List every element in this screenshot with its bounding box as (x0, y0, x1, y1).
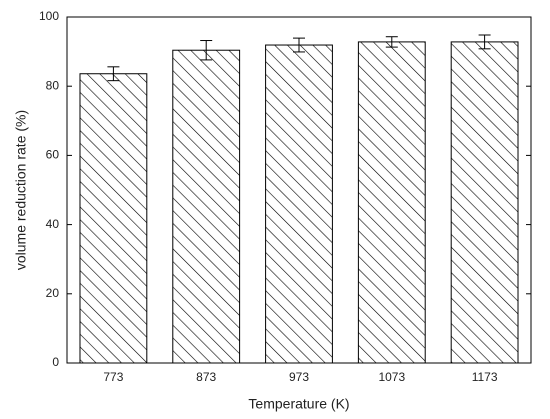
error-bar (478, 34, 491, 50)
bar (357, 41, 426, 364)
y-tick-label: 20 (46, 286, 60, 300)
x-tick-label: 973 (289, 370, 309, 384)
y-tick-label: 100 (39, 9, 59, 23)
bar (172, 49, 241, 364)
bar (450, 41, 519, 364)
error-bar (107, 66, 120, 82)
x-tick-label: 873 (196, 370, 216, 384)
y-tick-label: 80 (46, 78, 60, 92)
x-tick-label: 1173 (472, 370, 498, 384)
bar (79, 73, 148, 364)
bar (265, 44, 333, 364)
y-tick-label: 60 (46, 148, 60, 162)
y-axis-title: volume reduction rate (%) (13, 110, 29, 270)
x-axis-title: Temperature (K) (248, 396, 349, 412)
x-tick-label: 773 (103, 370, 123, 384)
y-tick-label: 0 (52, 355, 59, 369)
error-bar (293, 37, 305, 53)
y-tick-label: 40 (46, 217, 60, 231)
x-tick-label: 1073 (378, 370, 405, 384)
error-bar (385, 36, 398, 48)
error-bar (200, 40, 213, 61)
